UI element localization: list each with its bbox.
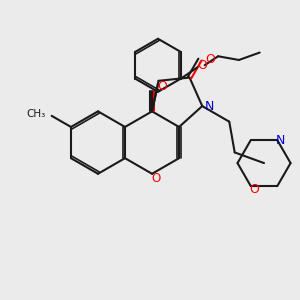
Text: N: N bbox=[276, 134, 285, 147]
Text: O: O bbox=[205, 53, 215, 66]
Text: O: O bbox=[151, 172, 160, 185]
Text: CH₃: CH₃ bbox=[26, 109, 46, 118]
Text: O: O bbox=[249, 183, 259, 196]
Text: O: O bbox=[197, 59, 207, 72]
Text: O: O bbox=[157, 80, 167, 93]
Text: N: N bbox=[205, 100, 214, 112]
